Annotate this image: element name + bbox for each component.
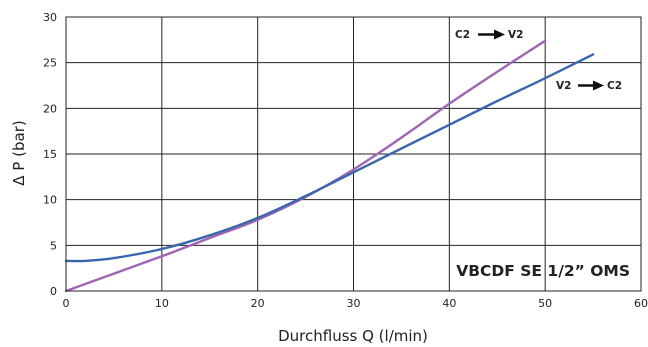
y-tick-label: 20 xyxy=(43,102,57,115)
series-line-2 xyxy=(64,53,595,263)
x-tick-label: 20 xyxy=(251,297,265,310)
x-tick-label: 50 xyxy=(538,297,552,310)
y-tick-label: 0 xyxy=(50,285,57,298)
x-tick-label: 40 xyxy=(442,297,456,310)
x-tick-label: 10 xyxy=(155,297,169,310)
y-tick-label: 15 xyxy=(43,148,57,161)
annotation-c2-from-label: C2 xyxy=(455,29,470,41)
x-tick-label: 60 xyxy=(634,297,648,310)
y-tick-label: 30 xyxy=(43,11,57,24)
x-tick-label: 0 xyxy=(63,297,70,310)
arrow-right-icon xyxy=(478,29,505,40)
plot-frame xyxy=(65,16,642,292)
annotation-v2-to-c2: V2 C2 xyxy=(556,80,622,92)
y-tick-label: 25 xyxy=(43,57,57,70)
tick-labels: 0 10 20 30 40 50 60 0 5 10 15 20 25 30 xyxy=(43,11,648,310)
annotation-c2-to-label: C2 xyxy=(607,80,622,92)
arrow-right-icon xyxy=(578,80,604,91)
y-tick-label: 10 xyxy=(43,194,57,207)
series-lines xyxy=(64,39,595,293)
x-axis-title: Durchfluss Q (l/min) xyxy=(278,327,428,345)
x-tick-label: 30 xyxy=(347,297,361,310)
y-axis-title: Δ P (bar) xyxy=(10,120,28,185)
annotation-v2-to-label: V2 xyxy=(508,29,523,41)
y-tick-label: 5 xyxy=(50,239,57,252)
grid xyxy=(66,17,641,291)
chart-title: VBCDF SE 1/2” OMS xyxy=(456,262,630,280)
annotation-v2-from-label: V2 xyxy=(556,80,571,92)
annotation-c2-to-v2: C2 V2 xyxy=(455,29,523,41)
